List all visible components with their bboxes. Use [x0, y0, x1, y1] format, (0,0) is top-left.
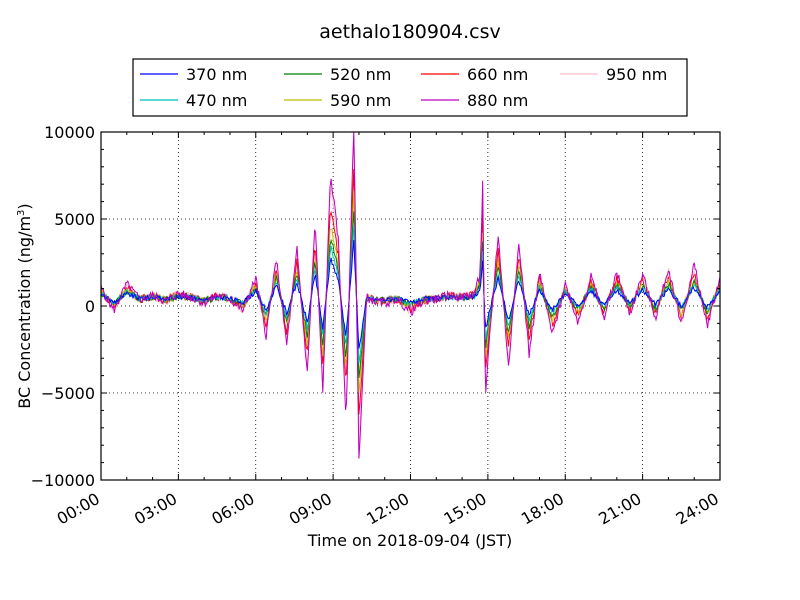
y-tick-label: 5000: [54, 210, 95, 229]
x-tick-label: 00:00: [54, 489, 103, 529]
series-layer: [100, 131, 721, 459]
x-tick-label: 21:00: [595, 489, 644, 529]
legend-label: 660 nm: [467, 65, 528, 84]
x-tick-label: 03:00: [131, 489, 180, 529]
x-tick-label: 24:00: [673, 489, 722, 529]
legend-label: 520 nm: [330, 65, 391, 84]
y-tick-label: 0: [85, 297, 95, 316]
y-axis-label: BC Concentration (ng/m3): [15, 203, 34, 408]
x-tick-label: 18:00: [518, 489, 567, 529]
legend-frame: [132, 58, 688, 117]
x-tick-label: 15:00: [440, 489, 489, 529]
legend-label: 590 nm: [330, 91, 391, 110]
series-line-880-nm: [100, 131, 721, 459]
chart-title: aethalo180904.csv: [319, 21, 501, 43]
legend-label: 470 nm: [186, 91, 247, 110]
legend-label: 880 nm: [467, 91, 528, 110]
y-axis-label-main: BC Concentration (ng/m: [15, 216, 34, 409]
x-tick-label: 09:00: [286, 489, 335, 529]
x-axis-label: Time on 2018-09-04 (JST): [307, 531, 512, 550]
legend-label: 950 nm: [606, 65, 667, 84]
x-tick-label: 06:00: [208, 489, 257, 529]
legend-label: 370 nm: [186, 65, 247, 84]
y-tick-label: −10000: [31, 471, 95, 490]
y-axis-label-superscript: 3: [16, 210, 27, 216]
y-axis-label-end: ): [15, 203, 34, 209]
y-tick-label: 10000: [44, 123, 95, 142]
legend: 370 nm 470 nm 520 nm 590 nm 660 nm 880 nm 950 …: [132, 58, 688, 117]
x-tick-label: 12:00: [363, 489, 412, 529]
y-tick-label: −5000: [41, 384, 95, 403]
